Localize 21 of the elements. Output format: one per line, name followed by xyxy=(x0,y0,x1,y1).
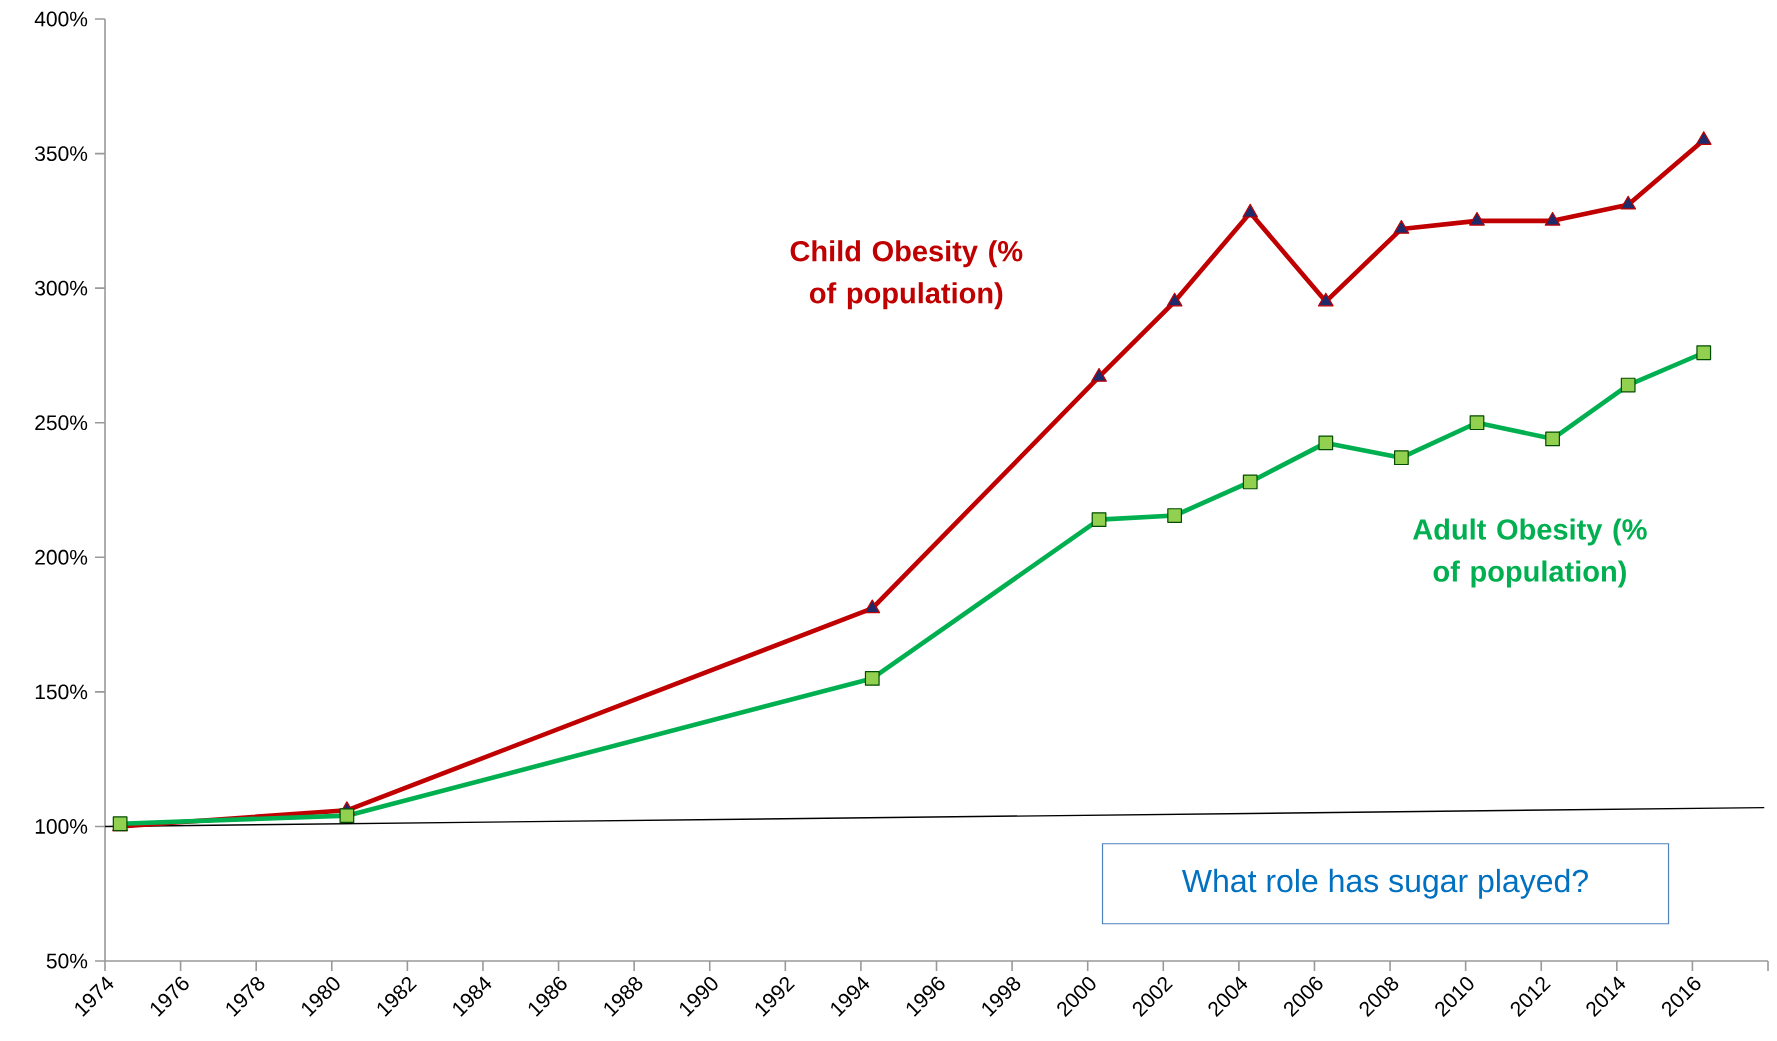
y-tick-label: 400% xyxy=(34,11,88,27)
y-tick-label: 150% xyxy=(35,684,88,700)
point xyxy=(1091,367,1107,382)
y-tick-label: 300% xyxy=(35,280,88,296)
point xyxy=(1317,292,1334,307)
point xyxy=(1695,131,1712,145)
point xyxy=(1393,219,1410,234)
series-label: Adult Obesity (% of population) xyxy=(1413,518,1647,588)
y-tick-label: 100% xyxy=(35,819,88,834)
annotation: What role has sugar played? xyxy=(1181,868,1588,899)
point xyxy=(864,599,881,614)
point xyxy=(1620,195,1637,210)
y-tick-label: 200% xyxy=(35,549,88,565)
point xyxy=(1166,292,1183,307)
y-tick-label: 250% xyxy=(35,415,88,431)
text: Child Obesity (% of population) xyxy=(790,240,1023,310)
point xyxy=(1242,203,1259,218)
point xyxy=(1544,211,1561,226)
point xyxy=(1469,211,1485,226)
y-tick-label: 50% xyxy=(46,953,88,969)
y-tick-label: 350% xyxy=(35,146,88,162)
